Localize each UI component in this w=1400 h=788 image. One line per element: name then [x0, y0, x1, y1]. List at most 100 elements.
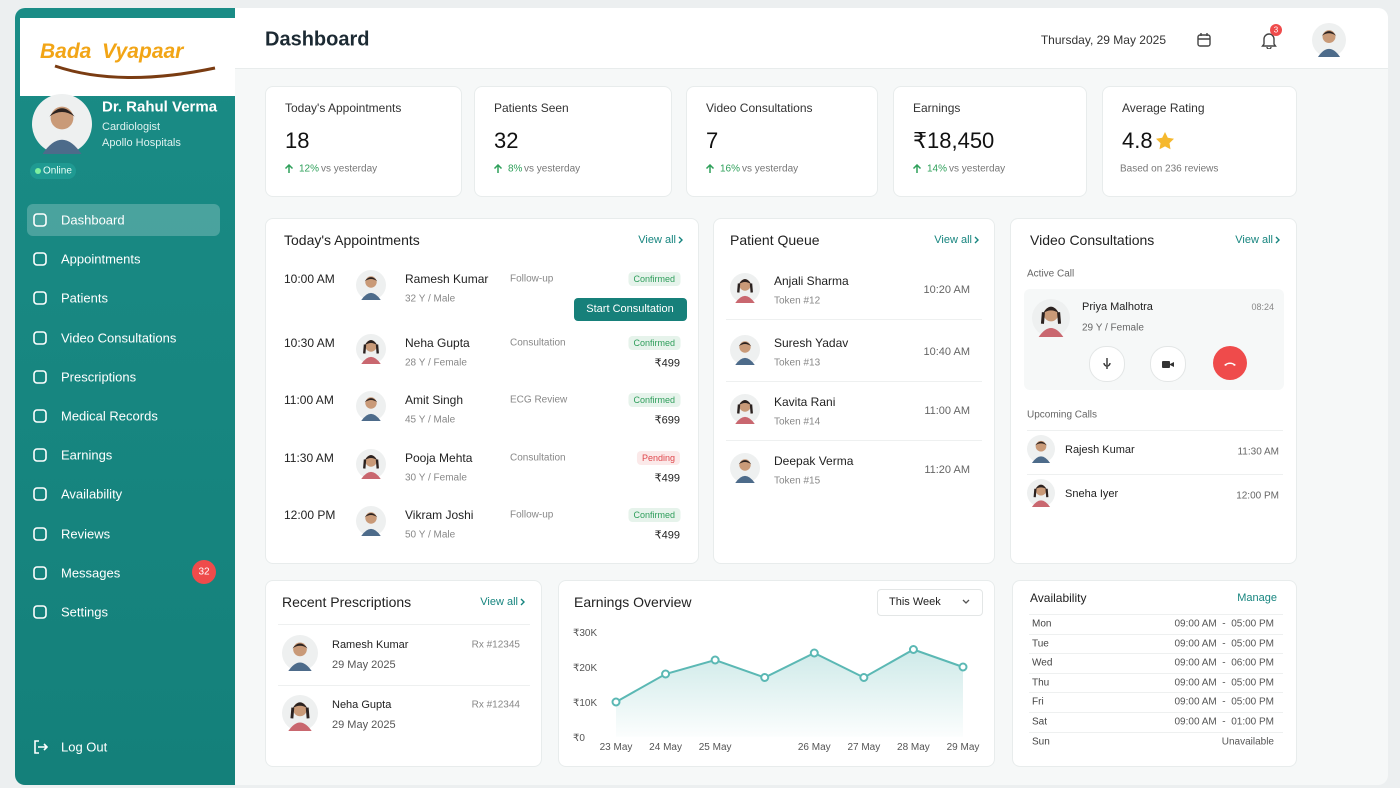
day: Sun: [1032, 736, 1050, 748]
x-tick-label: 29 May: [947, 742, 980, 753]
point: [859, 673, 869, 682]
view-all[interactable]: View all: [1235, 234, 1273, 246]
earnings-card: Earnings Overview This Week ₹0 ₹10K ₹20K ₹30K…: [558, 580, 995, 767]
logout[interactable]: Log Out: [61, 739, 108, 755]
appointments-card: Today's Appointments View all 10:00 AM Rame…: [265, 218, 699, 564]
nav-item[interactable]: Availability: [61, 486, 123, 502]
availability-card: Availability Manage Mon 09:00 AM - 05:00 PM…: [1012, 580, 1297, 767]
day: Mon: [1032, 618, 1052, 630]
doctor-hospital: Apollo Hospitals: [102, 137, 181, 149]
token: Token #12: [774, 295, 821, 307]
period-dropdown[interactable]: This Week: [877, 589, 983, 616]
avatar: [356, 506, 386, 536]
avatar: [730, 394, 760, 424]
avatar: [730, 273, 760, 303]
stat-label: Average Rating: [1122, 101, 1205, 115]
nav-item[interactable]: Dashboard: [61, 212, 125, 228]
day: Sat: [1032, 716, 1048, 728]
camera-button[interactable]: [1150, 346, 1186, 382]
calendar-icon: [1197, 33, 1211, 47]
patient-name: Neha Gupta: [332, 699, 392, 711]
hours: 09:00 AM - 06:00 PM: [1174, 657, 1275, 669]
stat-value: 18: [285, 128, 310, 153]
start-consultation-button[interactable]: Start Consultation: [574, 298, 687, 321]
button-label[interactable]: Start Consultation: [586, 303, 674, 315]
patient-details: 28 Y / Female: [405, 357, 467, 369]
nav-item[interactable]: Prescriptions: [61, 369, 137, 385]
card-title: Availability: [1030, 591, 1087, 605]
prescription-date: 29 May 2025: [332, 719, 396, 731]
appointment-type: ECG Review: [510, 394, 568, 406]
card-title: Today's Appointments: [284, 232, 420, 248]
patient-details: 29 Y / Female: [1082, 322, 1144, 334]
point: [958, 662, 968, 672]
appointment-type: Follow-up: [510, 273, 554, 285]
nav-active: [27, 204, 220, 236]
divider: [1029, 653, 1283, 655]
nav-item[interactable]: Appointments: [61, 251, 141, 267]
nav-item[interactable]: Reviews: [61, 526, 111, 542]
nav-item[interactable]: Earnings: [61, 447, 113, 463]
nav-icon: [33, 330, 47, 345]
stat-label: Video Consultations: [706, 101, 813, 115]
nav-item[interactable]: Settings: [61, 604, 108, 620]
appointment-type: Follow-up: [510, 509, 554, 521]
avatar: [356, 270, 386, 300]
divider: [1027, 474, 1283, 475]
stat-card: Average Rating 4.8 Based on 236 reviews: [1102, 86, 1297, 197]
nav-icon: [33, 213, 47, 227]
view-all[interactable]: View all: [638, 234, 676, 246]
stat-card: Patients Seen 32 8% vs yesterday: [474, 86, 672, 197]
point: [809, 648, 819, 658]
section-label: Active Call: [1027, 268, 1075, 280]
notification-count: 3: [1273, 25, 1279, 35]
nav-item[interactable]: Video Consultations: [61, 330, 177, 346]
nav-item[interactable]: Patients: [61, 290, 108, 306]
card-title: Patient Queue: [730, 232, 820, 248]
stat-note: Based on 236 reviews: [1120, 163, 1219, 175]
avatar: [1032, 299, 1070, 337]
queue-time: 10:20 AM: [923, 284, 970, 296]
patient-name: Neha Gupta: [405, 336, 470, 350]
divider: [1029, 692, 1283, 694]
appointment-time: 10:30 AM: [284, 336, 335, 350]
divider: [726, 319, 982, 320]
avatar: [32, 94, 92, 154]
point: [611, 697, 621, 707]
mute-button[interactable]: [1089, 346, 1125, 382]
prescriptions-card: Recent Prescriptions View all Ramesh Kumar…: [265, 580, 542, 767]
view-all[interactable]: View all: [934, 234, 972, 246]
nav-icon: [33, 291, 47, 306]
day: Wed: [1032, 657, 1053, 669]
patient-name: Vikram Joshi: [405, 508, 474, 522]
point: [710, 655, 720, 665]
video-card: Video Consultations View all Active Call Pr…: [1010, 218, 1297, 564]
day: Thu: [1032, 677, 1050, 689]
manage-link[interactable]: Manage: [1237, 592, 1277, 604]
page-title: Dashboard: [265, 28, 370, 51]
nav-item[interactable]: Medical Records: [61, 408, 158, 424]
x-tick-label: 23 May: [600, 742, 633, 753]
appointment-type: Consultation: [510, 452, 566, 464]
patient-name: Pooja Mehta: [405, 451, 473, 465]
period-label[interactable]: This Week: [889, 596, 941, 608]
divider: [1029, 614, 1283, 615]
logout-icon: [34, 740, 48, 754]
day: Fri: [1032, 696, 1044, 708]
stat-change-text: vs yesterday: [949, 163, 1006, 175]
status-pill: Confirmed: [628, 508, 680, 522]
star-icon: [1156, 132, 1174, 150]
status-dot: [35, 168, 41, 174]
chevron: [520, 598, 525, 606]
end-call-button[interactable]: [1213, 346, 1247, 380]
x-tick-label: 25 May: [699, 742, 732, 753]
doctor-name: Dr. Rahul Verma: [102, 98, 218, 116]
view-all[interactable]: View all: [480, 596, 518, 608]
notification-badge: 3: [1270, 24, 1282, 36]
divider: [726, 440, 982, 441]
y-tick-label: ₹10K: [573, 698, 597, 709]
stat-change-text: vs yesterday: [742, 163, 799, 175]
patient-details: 45 Y / Male: [405, 414, 456, 426]
nav-item[interactable]: Messages: [61, 565, 121, 581]
doctor-specialty: Cardiologist: [102, 121, 161, 133]
